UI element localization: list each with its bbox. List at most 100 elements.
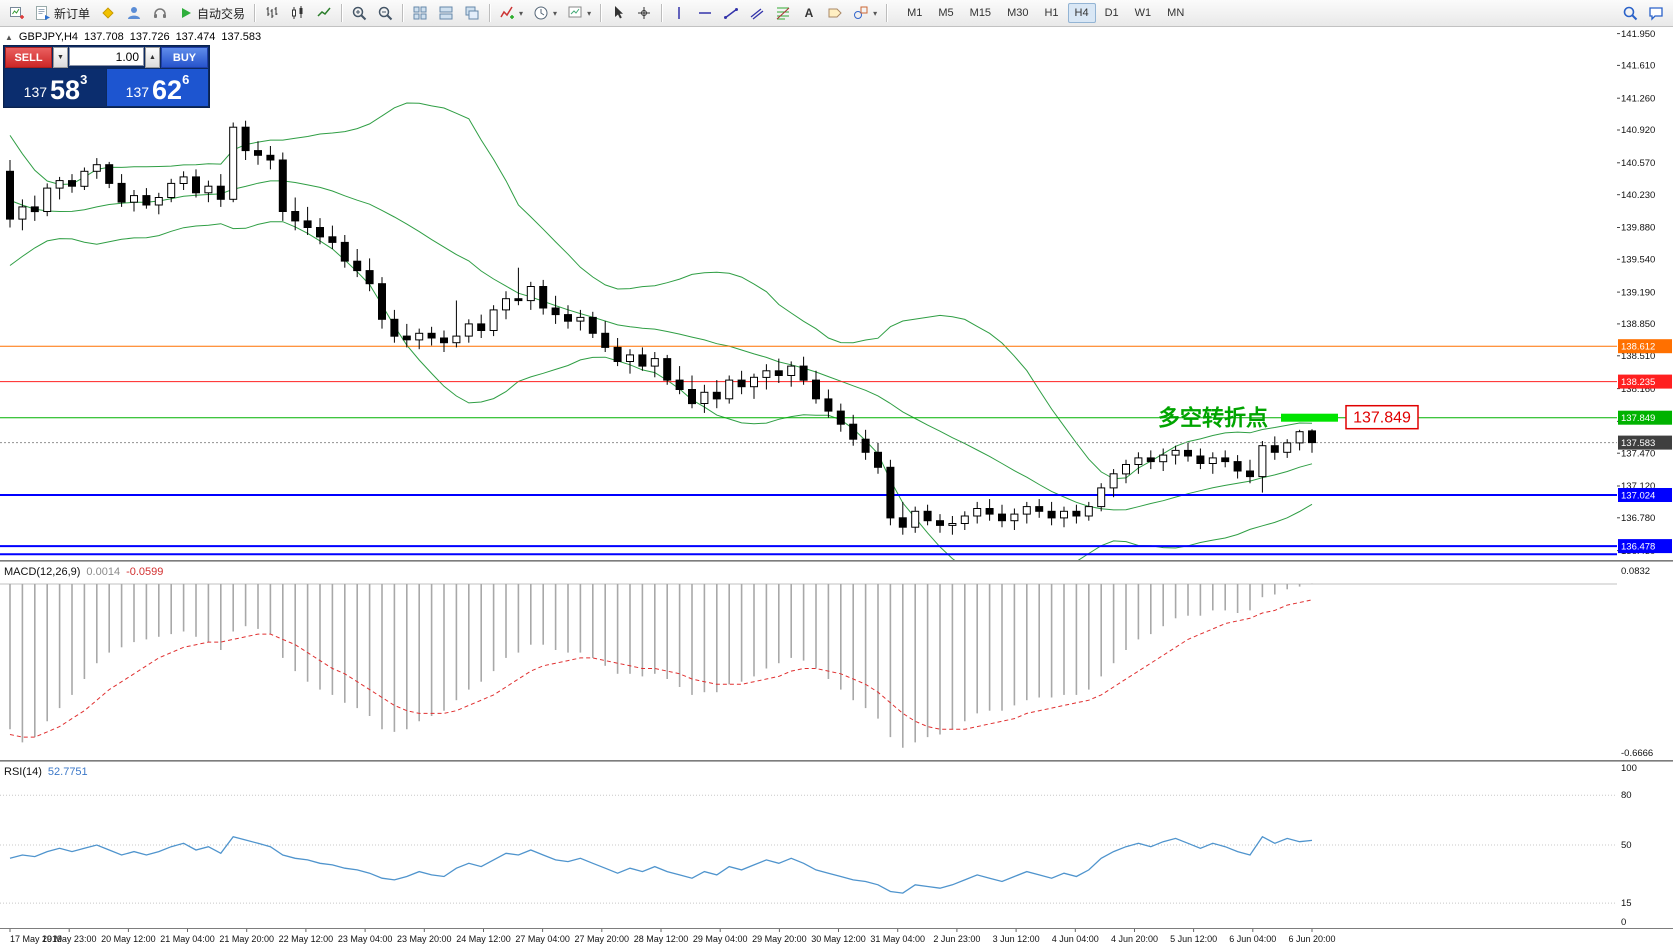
time-axis-label: 23 May 04:00 [338,934,393,944]
price-axis-label: 140.230 [1621,190,1655,201]
template-icon [568,6,582,18]
buy-price-display[interactable]: 137 62 6 [107,69,208,106]
crosshair-button[interactable] [632,2,656,24]
cascade-windows-button[interactable] [460,2,484,24]
rsi-axis-label: 50 [1621,840,1632,851]
panel-splitter[interactable] [0,928,1673,929]
time-axis-label: 17 May 2019 [10,934,62,944]
trendline-button[interactable] [719,2,743,24]
fibonacci-button[interactable] [771,2,795,24]
zoom-out-button[interactable] [373,2,397,24]
macd-histogram [9,583,1313,748]
price-badge [1618,410,1672,425]
buy-price-point: 6 [182,72,190,87]
shapes-button[interactable]: ▾ [849,2,881,24]
macd-signal-line [9,599,1313,738]
annotation-marker[interactable] [1281,413,1338,422]
main-chart-canvas[interactable]: 141.950 141.610 141.260 140.920 140.570 140.2… [0,27,1673,560]
timeframe-mn[interactable]: MN [1160,3,1191,23]
macd-panel-canvas[interactable]: 0.0832 -0.6666 [0,562,1673,760]
play-icon [182,8,192,18]
time-axis-label: 19 May 23:00 [42,934,97,944]
toolbar-separator [402,4,404,22]
timeframe-w1[interactable]: W1 [1128,3,1159,23]
periods-button[interactable]: ▾ [529,2,561,24]
tile-windows-button[interactable] [434,2,458,24]
templates-button[interactable]: ▾ [563,2,595,24]
chevron-up-icon: ▲ [149,54,156,61]
price-axis-label: 138.850 [1621,319,1655,330]
bollinger-lower-band [9,221,1313,560]
channel-button[interactable] [745,2,769,24]
annotation-text[interactable]: 多空转折点 [1158,406,1268,431]
rsi-axis-label: 0 [1621,917,1626,928]
autotrading-button[interactable]: 自动交易 [174,2,249,24]
price-axis-label: 136.780 [1621,513,1655,524]
macd-title: MACD(12,26,9) [4,566,81,578]
chart-shift-icon[interactable]: ▲ [5,32,13,42]
vertical-line-button[interactable] [667,2,691,24]
channel-icon [750,8,764,20]
rsi-panel-canvas[interactable]: 100 80 50 15 0 [0,762,1673,928]
sell-price-pips: 58 [50,74,81,105]
timeframe-m1[interactable]: M1 [900,3,929,23]
annotation-price-box[interactable] [1345,404,1419,430]
grid-icon [413,6,427,20]
symbol-overlay: ▲ GBPJPY,H4 137.708 137.726 137.474 137.… [5,31,261,43]
timeframe-d1[interactable]: D1 [1098,3,1126,23]
fibo-icon [776,7,790,20]
time-axis-label: 4 Jun 04:00 [1052,934,1099,944]
toolbar-separator [661,4,663,22]
linechart-icon [317,7,331,17]
price-axis[interactable]: 141.950 141.610 141.260 140.920 140.570 140.2… [1617,29,1655,557]
chat-button[interactable] [1644,2,1668,24]
profile-button[interactable] [122,2,146,24]
timeframe-h1[interactable]: H1 [1037,3,1065,23]
new-chart-button[interactable] [5,2,29,24]
bar-chart-button[interactable] [260,2,284,24]
search-button[interactable] [1618,2,1642,24]
mql5-community-button[interactable] [96,2,120,24]
horizontal-line-button[interactable] [693,2,717,24]
panel-splitter[interactable] [0,760,1673,762]
volume-input[interactable] [69,47,144,66]
buy-button[interactable]: BUY [161,47,208,68]
one-click-trading-panel: SELL ▼ ▲ BUY 137 58 3 137 62 6 [3,45,210,108]
diamond-icon [102,7,114,19]
cursor-button[interactable] [606,2,630,24]
time-axis-label: 2 Jun 23:00 [933,934,980,944]
price-badge [1618,488,1672,502]
sell-button[interactable]: SELL [5,47,52,68]
sell-price-display[interactable]: 137 58 3 [5,69,106,106]
toolbar-separator [489,4,491,22]
auto-arrange-button[interactable] [408,2,432,24]
volume-down-button[interactable]: ▼ [53,47,68,68]
label-button[interactable] [823,2,847,24]
shapes-icon [854,6,868,19]
timeframes-group: M1 M5 M15 M30 H1 H4 D1 W1 MN [899,3,1192,23]
new-order-button[interactable]: 新订单 [31,2,94,24]
indicators-button[interactable]: ▾ [495,2,527,24]
time-axis-label: 21 May 20:00 [219,934,274,944]
timeframe-m15[interactable]: M15 [963,3,998,23]
price-badge-label: 136.478 [1621,542,1655,553]
timeframe-m5[interactable]: M5 [931,3,960,23]
support-button[interactable] [148,2,172,24]
timeframe-h4[interactable]: H4 [1067,3,1096,23]
panel-splitter[interactable] [0,560,1673,562]
price-badge [1618,539,1672,554]
text-button[interactable]: A [797,2,821,24]
hline-icon [699,12,712,14]
candlestick-chart-button[interactable] [286,2,310,24]
line-chart-button[interactable] [312,2,336,24]
zoom-in-button[interactable] [347,2,371,24]
zoomin-icon [352,6,367,21]
price-axis-label: 137.470 [1621,448,1655,459]
time-axis-label: 23 May 20:00 [397,934,452,944]
ohlc-low: 137.474 [175,31,216,43]
volume-up-button[interactable]: ▲ [145,47,160,68]
macd-value: 0.0014 [86,566,121,578]
timeframe-m30[interactable]: M30 [1000,3,1035,23]
